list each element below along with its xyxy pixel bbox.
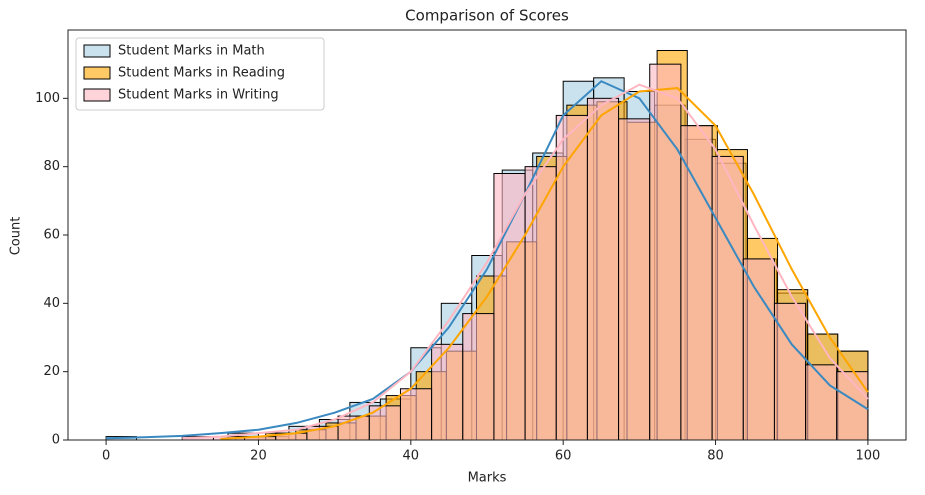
legend-swatch [83,88,111,102]
y-tick-label: 40 [43,296,60,311]
histogram-bar [493,173,526,441]
histogram-bar [618,118,651,441]
x-tick-label: 100 [855,449,880,464]
y-tick-label: 60 [43,228,60,243]
x-tick-label: 20 [250,449,267,464]
y-axis-label: Count [9,217,24,256]
x-axis-label: Marks [468,471,507,486]
histogram-bar [431,343,464,441]
x-tick-label: 80 [707,449,724,464]
histogram-bar [399,388,433,441]
histogram-bar [462,313,495,441]
y-tick-label: 20 [43,364,60,379]
legend-label: Student Marks in Math [118,44,265,59]
legend-box [75,37,325,111]
histogram-bar [555,114,588,441]
y-tick-label: 0 [52,433,60,448]
legend-label: Student Marks in Reading [118,66,285,81]
kde-line [106,80,869,440]
y-tick-label: 80 [43,159,60,174]
plot-frame [67,29,907,441]
x-tick-label: 40 [403,449,420,464]
histogram-bar [586,97,620,441]
x-tick-label: 60 [555,449,572,464]
histogram-bar [680,125,713,441]
kde-line [220,87,869,440]
legend-swatch [83,66,111,80]
chart-title: Comparison of Scores [405,7,569,25]
x-tick-label: 0 [102,449,110,464]
legend-swatch [83,44,111,58]
kde-line [182,83,869,440]
histogram-bar [649,63,682,441]
histogram-bar [711,155,744,441]
histogram-bar [742,258,775,441]
legend-label: Student Marks in Writing [118,88,279,103]
y-tick-label: 100 [35,91,60,106]
